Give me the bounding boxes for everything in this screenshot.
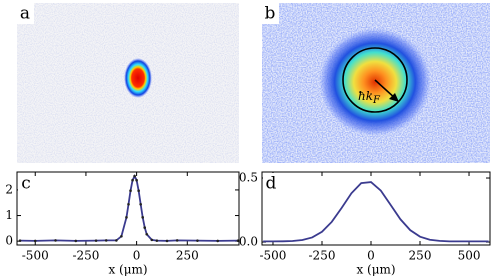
data-point: [127, 202, 130, 206]
y-tick-label: 0: [5, 234, 13, 248]
data-point: [150, 238, 154, 242]
data-point: [145, 232, 149, 236]
data-point: [131, 178, 134, 182]
data-point: [139, 202, 142, 206]
panel-label-box: [17, 3, 34, 24]
y-tick-label: 0.0: [239, 235, 258, 249]
arrow-head: [389, 93, 399, 102]
data-point: [33, 239, 37, 243]
annotation: ħkF: [358, 89, 381, 106]
axes-frame: [16, 171, 240, 246]
data-point: [54, 239, 57, 242]
data-point: [120, 234, 123, 238]
y-tick-label: 1: [5, 208, 13, 222]
data-line: [20, 174, 239, 242]
data-point: [104, 239, 108, 242]
data-point: [18, 239, 22, 242]
x-tick-label: 500: [458, 249, 481, 263]
panel-label: c: [21, 174, 31, 194]
panel-label-box: [18, 173, 34, 193]
x-tick-label: 0: [133, 249, 141, 263]
y-tick-label: 0.5: [239, 171, 258, 185]
data-point: [115, 239, 118, 242]
x-tick-label: -500: [22, 249, 49, 263]
x-tick-label: 250: [176, 249, 199, 263]
panel-label: b: [265, 4, 276, 24]
data-point: [141, 216, 144, 219]
axes-frame: [261, 171, 491, 246]
data-point: [133, 174, 136, 178]
data-point: [74, 239, 78, 243]
data-point: [216, 239, 220, 243]
atom-cloud: [319, 28, 431, 136]
data-point: [94, 239, 98, 242]
data-line: [263, 181, 489, 243]
y-tick-label: 2: [5, 182, 13, 196]
data-point: [129, 189, 132, 192]
data-point: [175, 239, 179, 242]
x-tick-label: -250: [309, 249, 336, 263]
fermi-circle: [342, 47, 408, 113]
panel-label: a: [20, 4, 30, 24]
x-axis-label: x (μm): [356, 263, 395, 277]
data-point: [135, 178, 138, 182]
panel-label-box: [263, 173, 279, 193]
x-tick-label: 250: [409, 249, 432, 263]
data-point: [125, 216, 128, 219]
data-point: [143, 226, 147, 229]
data-point: [137, 189, 140, 192]
annotation-text: ħk: [358, 89, 373, 103]
panel-label-box: [262, 3, 279, 24]
data-point: [196, 239, 199, 242]
x-tick-label: -250: [72, 249, 99, 263]
data-point: [155, 239, 159, 242]
atom-cloud: [124, 58, 152, 98]
x-tick-label: -500: [259, 249, 286, 263]
annotation-subscript: F: [372, 95, 381, 106]
data-point: [165, 239, 169, 243]
panel-label: d: [266, 174, 277, 194]
x-axis-label: x (μm): [108, 263, 147, 277]
x-tick-label: 0: [367, 249, 375, 263]
